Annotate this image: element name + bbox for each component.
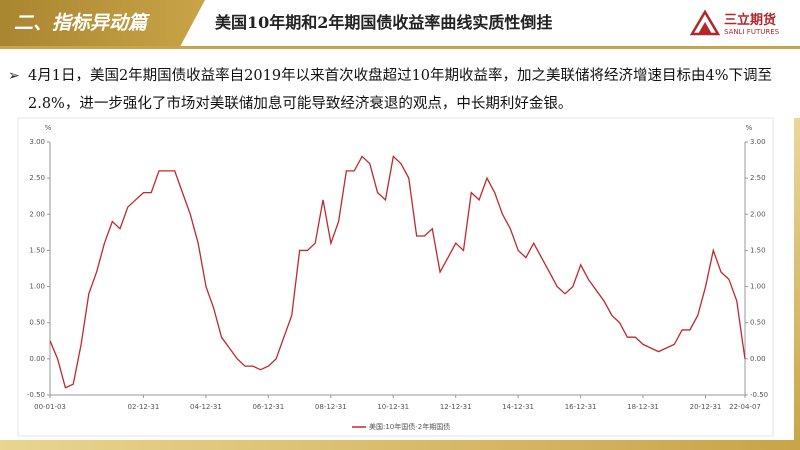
y-tick-label: 3.00	[29, 138, 45, 146]
x-tick-label: 18-12-31	[627, 403, 659, 411]
y-tick-label: 2.50	[29, 174, 45, 182]
y2-tick-label: 1.50	[750, 246, 766, 254]
y-tick-label: -0.50	[27, 391, 45, 399]
y-tick-label: 0.00	[29, 355, 45, 363]
x-tick-label: 14-12-31	[502, 403, 534, 411]
logo-text: 三立期货	[724, 13, 777, 28]
y2-tick-label: 3.00	[750, 138, 766, 146]
y2-tick-label: 0.00	[750, 355, 766, 363]
y2-tick-label: 1.00	[750, 283, 766, 291]
logo-icon	[690, 9, 720, 36]
x-tick-label: 08-12-31	[315, 403, 347, 411]
bullet-marker: ➢	[8, 68, 20, 84]
x-tick-label: 10-12-31	[377, 403, 409, 411]
x-tick-label: 22-04-07	[729, 403, 761, 411]
header-rule	[0, 46, 800, 49]
logo: 三立期货 SANLI FUTURES	[690, 6, 790, 44]
chart-frame	[17, 117, 774, 437]
y2-tick-label: 0.50	[750, 319, 766, 327]
y2-tick-label: 2.00	[750, 210, 766, 218]
y-tick-label: 1.00	[29, 283, 45, 291]
y-unit: %	[45, 124, 52, 132]
edge-decoration	[0, 440, 800, 450]
edge-decoration	[794, 118, 800, 450]
y2-tick-label: 2.50	[750, 174, 766, 182]
x-tick-label: 06-12-31	[252, 403, 284, 411]
x-tick-label: 20-12-31	[690, 403, 722, 411]
x-tick-label: 04-12-31	[190, 403, 222, 411]
bullet-text: 4月1日，美国2年期国债收益率自2019年以来首次收盘超过10年期收益率，加之美…	[28, 68, 773, 112]
section-label: 二、指标异动篇	[0, 0, 205, 46]
logo-subtext: SANLI FUTURES	[724, 28, 780, 36]
x-tick-label: 02-12-31	[128, 403, 160, 411]
slide-title: 美国10年期和2年期国债收益率曲线实质性倒挂	[215, 13, 553, 32]
y-tick-label: 2.00	[29, 210, 45, 218]
y2-unit: %	[746, 124, 753, 132]
y2-tick-label: -0.50	[750, 391, 768, 399]
x-tick-label: 12-12-31	[440, 403, 472, 411]
series-line	[49, 155, 746, 389]
legend-label: 美国:10年国债-2年期国债	[369, 422, 450, 431]
y-tick-label: 0.50	[29, 319, 45, 327]
chart: % % -0.50 0.00 0.50 1.00 1.50 2.00 2.50 3.00 -0.50…	[17, 117, 774, 437]
x-tick-label: 16-12-31	[565, 403, 597, 411]
header: 二、指标异动篇 美国10年期和2年期国债收益率曲线实质性倒挂 三立期货 SANL…	[0, 0, 800, 49]
y-tick-label: 1.50	[29, 246, 45, 254]
x-tick-label: 00-01-03	[34, 403, 66, 411]
